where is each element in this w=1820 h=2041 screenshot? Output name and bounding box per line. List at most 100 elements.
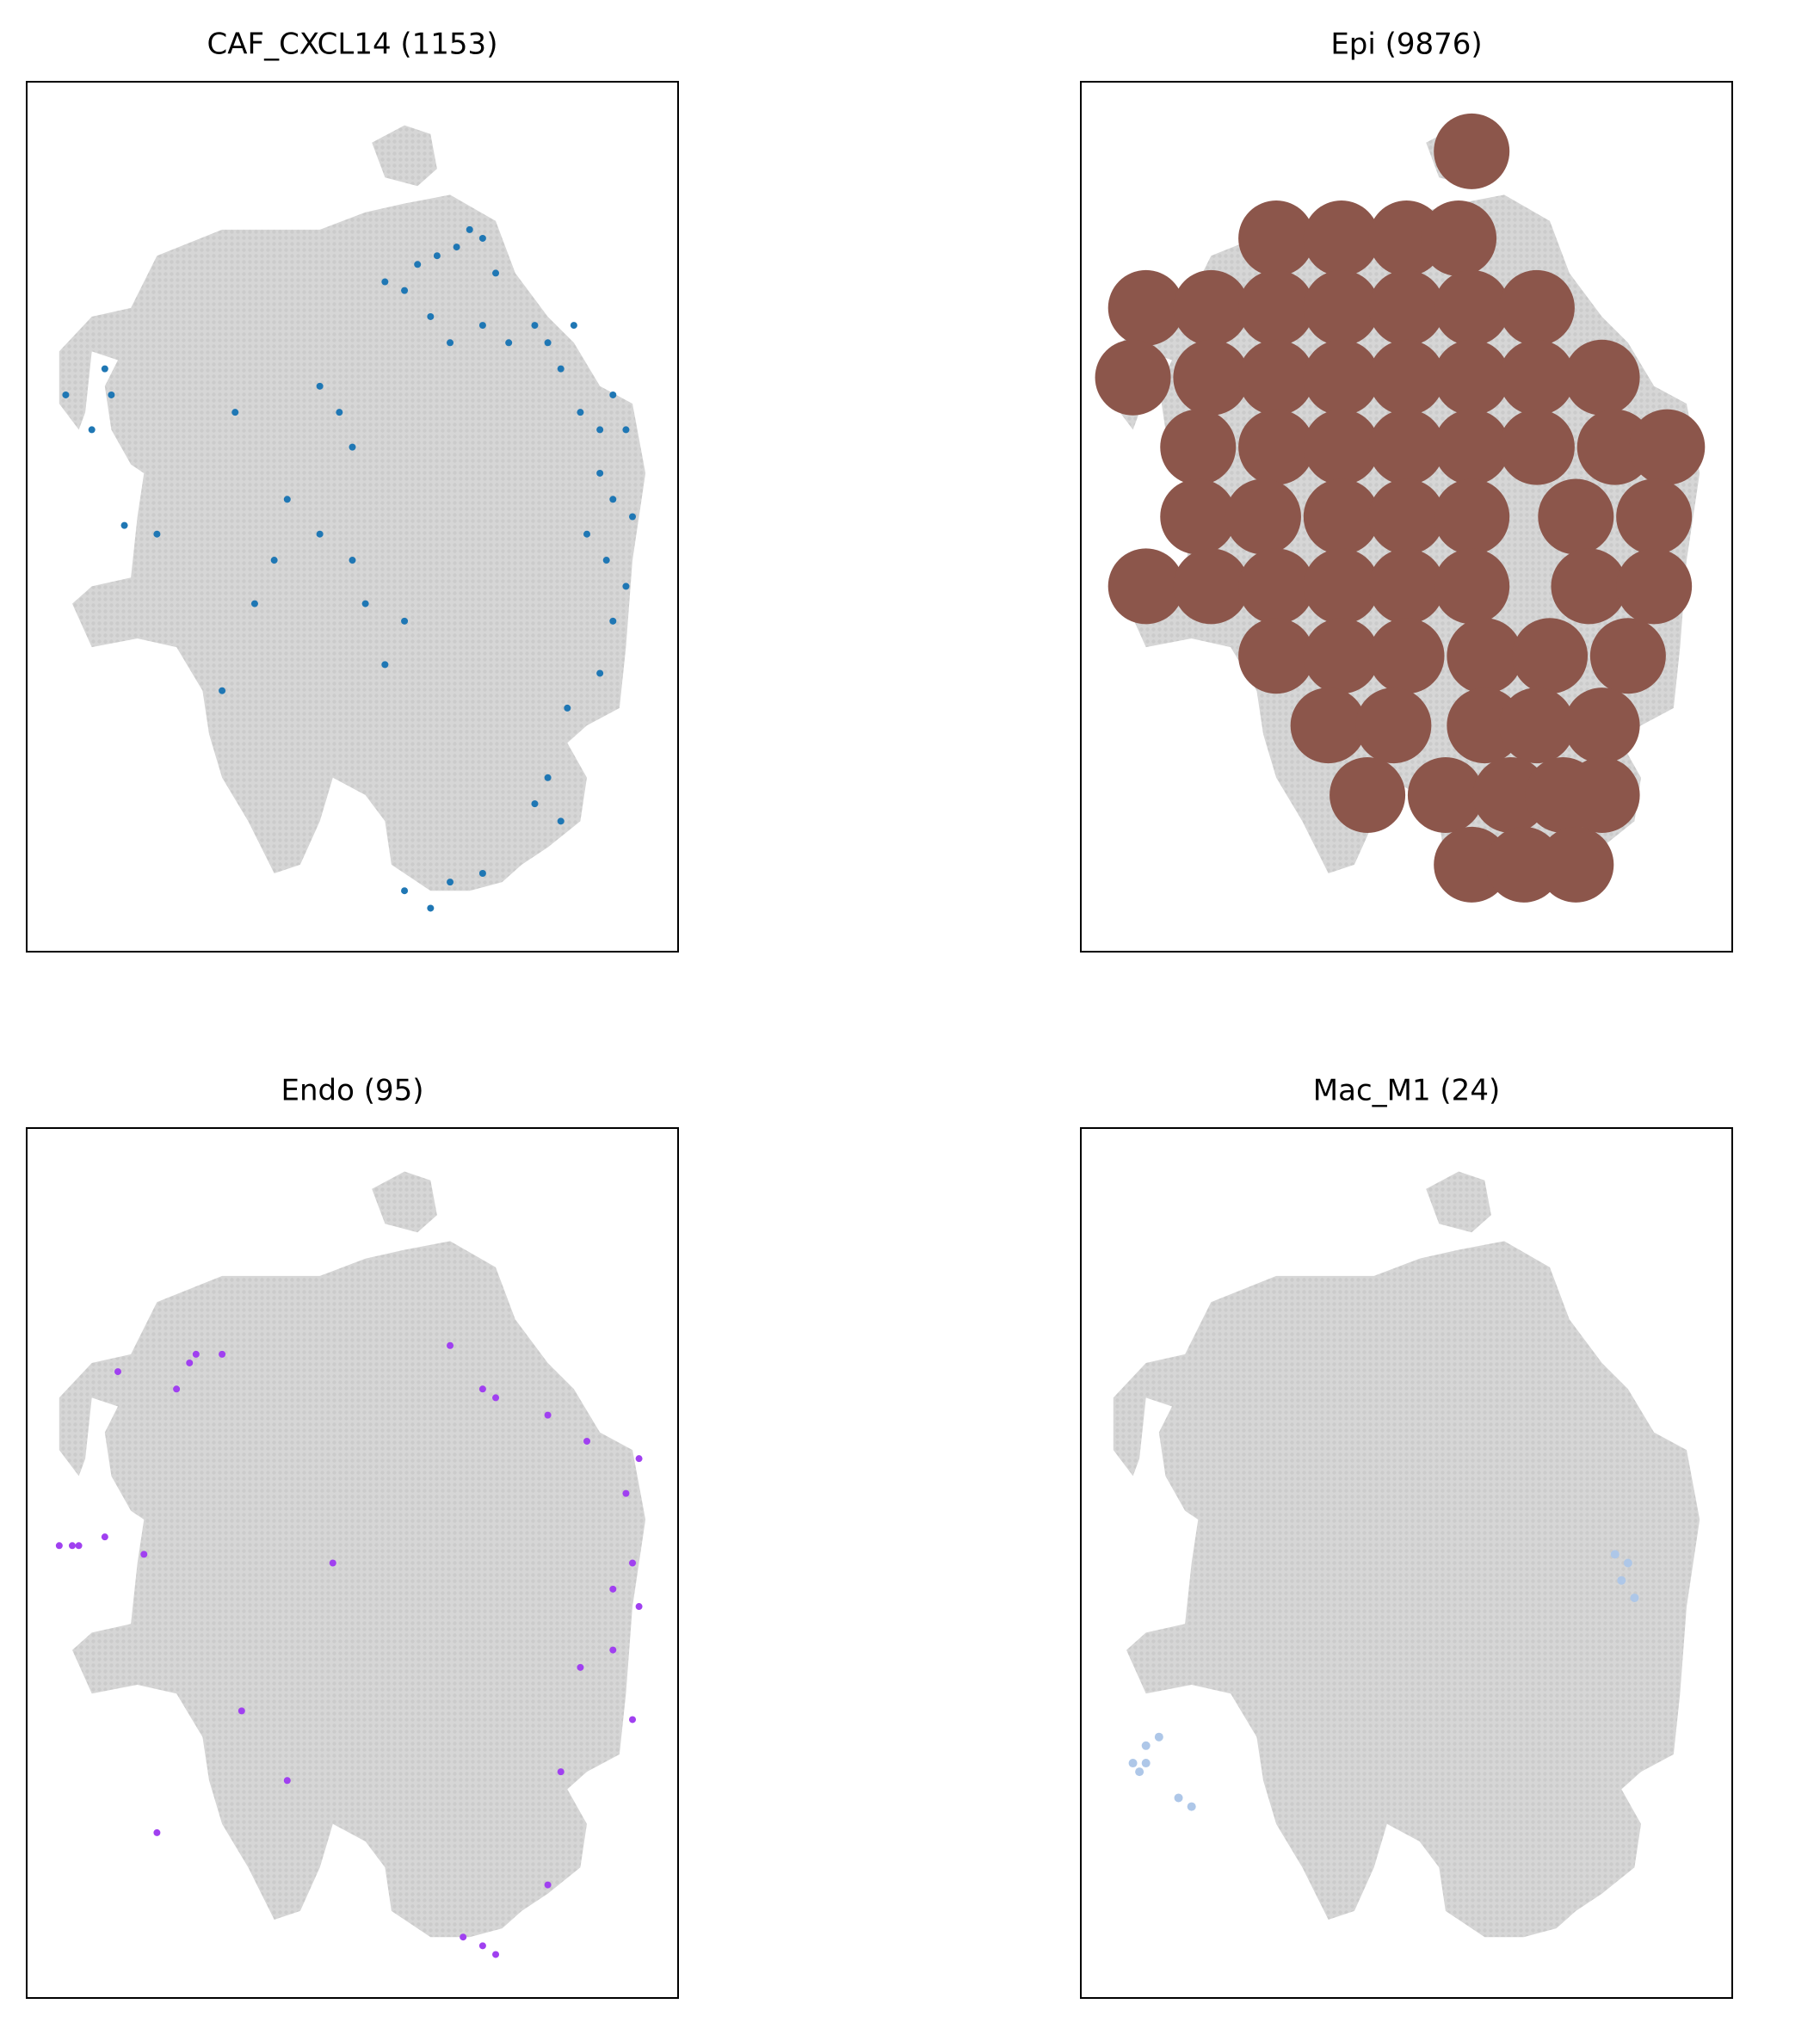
axes-frame	[1080, 1127, 1733, 1999]
cell-point	[1434, 409, 1510, 485]
cell-point	[1538, 478, 1614, 555]
cell-point	[361, 600, 369, 607]
cell-point	[283, 1777, 291, 1785]
cell-point	[609, 391, 617, 398]
cell-point	[114, 1368, 121, 1376]
cell-point	[62, 391, 70, 398]
cell-point	[1160, 409, 1237, 485]
cell-point	[1238, 200, 1315, 276]
cell-point	[1160, 478, 1237, 555]
cell-point	[635, 1455, 643, 1463]
cell-point	[629, 1716, 637, 1723]
tissue	[59, 194, 646, 891]
cell-point	[453, 244, 460, 251]
cell-point	[101, 1533, 108, 1541]
cell-point	[1355, 688, 1432, 764]
cell-point	[1368, 339, 1445, 416]
cell-point	[1564, 757, 1640, 834]
cell-point	[1434, 113, 1510, 189]
cell-point	[238, 1707, 245, 1715]
cell-point	[316, 530, 324, 538]
cell-point	[629, 513, 637, 521]
axes-frame	[1080, 81, 1733, 953]
cell-point	[1616, 478, 1693, 555]
cell-point	[622, 426, 630, 434]
cell-point	[635, 1603, 643, 1611]
cell-point	[1225, 478, 1301, 555]
cell-point	[1629, 409, 1706, 485]
cell-point	[1238, 409, 1315, 485]
cell-point	[1617, 1575, 1626, 1585]
cell-point	[1498, 409, 1575, 485]
chart-title: CAF_CXCL14 (1153)	[207, 28, 498, 62]
panel: Endo (95)	[26, 1074, 679, 1999]
cell-point	[1589, 618, 1666, 694]
tissue	[372, 125, 437, 187]
cell-point	[447, 339, 454, 347]
cell-point	[1368, 618, 1445, 694]
cell-point	[1303, 548, 1379, 625]
panel: Epi (9876)	[1080, 28, 1733, 953]
cell-point	[1368, 478, 1445, 555]
cell-point	[1187, 1802, 1196, 1811]
cell-point	[557, 365, 565, 373]
cell-point	[1154, 1732, 1163, 1742]
panel: Mac_M1 (24)	[1080, 1074, 1733, 1999]
cell-point	[602, 557, 610, 564]
cell-point	[1238, 339, 1315, 416]
cell-point	[622, 1489, 630, 1497]
cell-point	[609, 1646, 617, 1654]
tissue	[59, 1241, 646, 1938]
cell-point	[75, 1542, 83, 1550]
cell-point	[478, 234, 486, 242]
cell-point	[1623, 1558, 1632, 1568]
cell-point	[609, 1585, 617, 1593]
cell-point	[596, 469, 604, 477]
cell-point	[1421, 200, 1497, 276]
cell-point	[1498, 688, 1575, 764]
cell-point	[120, 521, 128, 529]
cell-point	[478, 870, 486, 878]
cell-point	[1564, 339, 1640, 416]
cell-point	[1303, 200, 1379, 276]
cell-point	[329, 1559, 336, 1567]
cell-point	[544, 1881, 552, 1889]
cell-point	[231, 409, 239, 416]
cell-point	[609, 617, 617, 625]
cell-point	[557, 1768, 565, 1776]
cell-point	[433, 252, 441, 260]
cell-point	[1368, 269, 1445, 346]
cell-point	[1330, 757, 1406, 834]
cell-point	[609, 496, 617, 503]
tissue	[1113, 1241, 1700, 1938]
cell-point	[1472, 757, 1549, 834]
cell-point	[1576, 409, 1653, 485]
cell-point	[1303, 409, 1379, 485]
cell-point	[466, 225, 473, 233]
cell-point	[577, 409, 584, 416]
cell-point	[1434, 478, 1510, 555]
cell-point	[283, 496, 291, 503]
cell-point	[1434, 826, 1510, 903]
cell-point	[1141, 1759, 1151, 1768]
cell-point	[622, 583, 630, 590]
cell-point	[1447, 618, 1523, 694]
cell-point	[1238, 269, 1315, 346]
cell-point	[1107, 269, 1184, 346]
cell-point	[1303, 478, 1379, 555]
axes-frame	[26, 81, 679, 953]
cell-point	[531, 322, 539, 330]
cell-point	[153, 1828, 161, 1836]
cell-point	[140, 1551, 148, 1558]
cell-point	[1485, 826, 1562, 903]
cell-point	[349, 443, 356, 451]
cell-point	[381, 278, 389, 286]
cell-point	[1238, 548, 1315, 625]
cell-point	[186, 1359, 194, 1366]
panel: CAF_CXCL14 (1153)	[26, 28, 679, 953]
cell-point	[1173, 269, 1249, 346]
cell-point	[153, 530, 161, 538]
cell-point	[1538, 826, 1614, 903]
cell-point	[1447, 688, 1523, 764]
